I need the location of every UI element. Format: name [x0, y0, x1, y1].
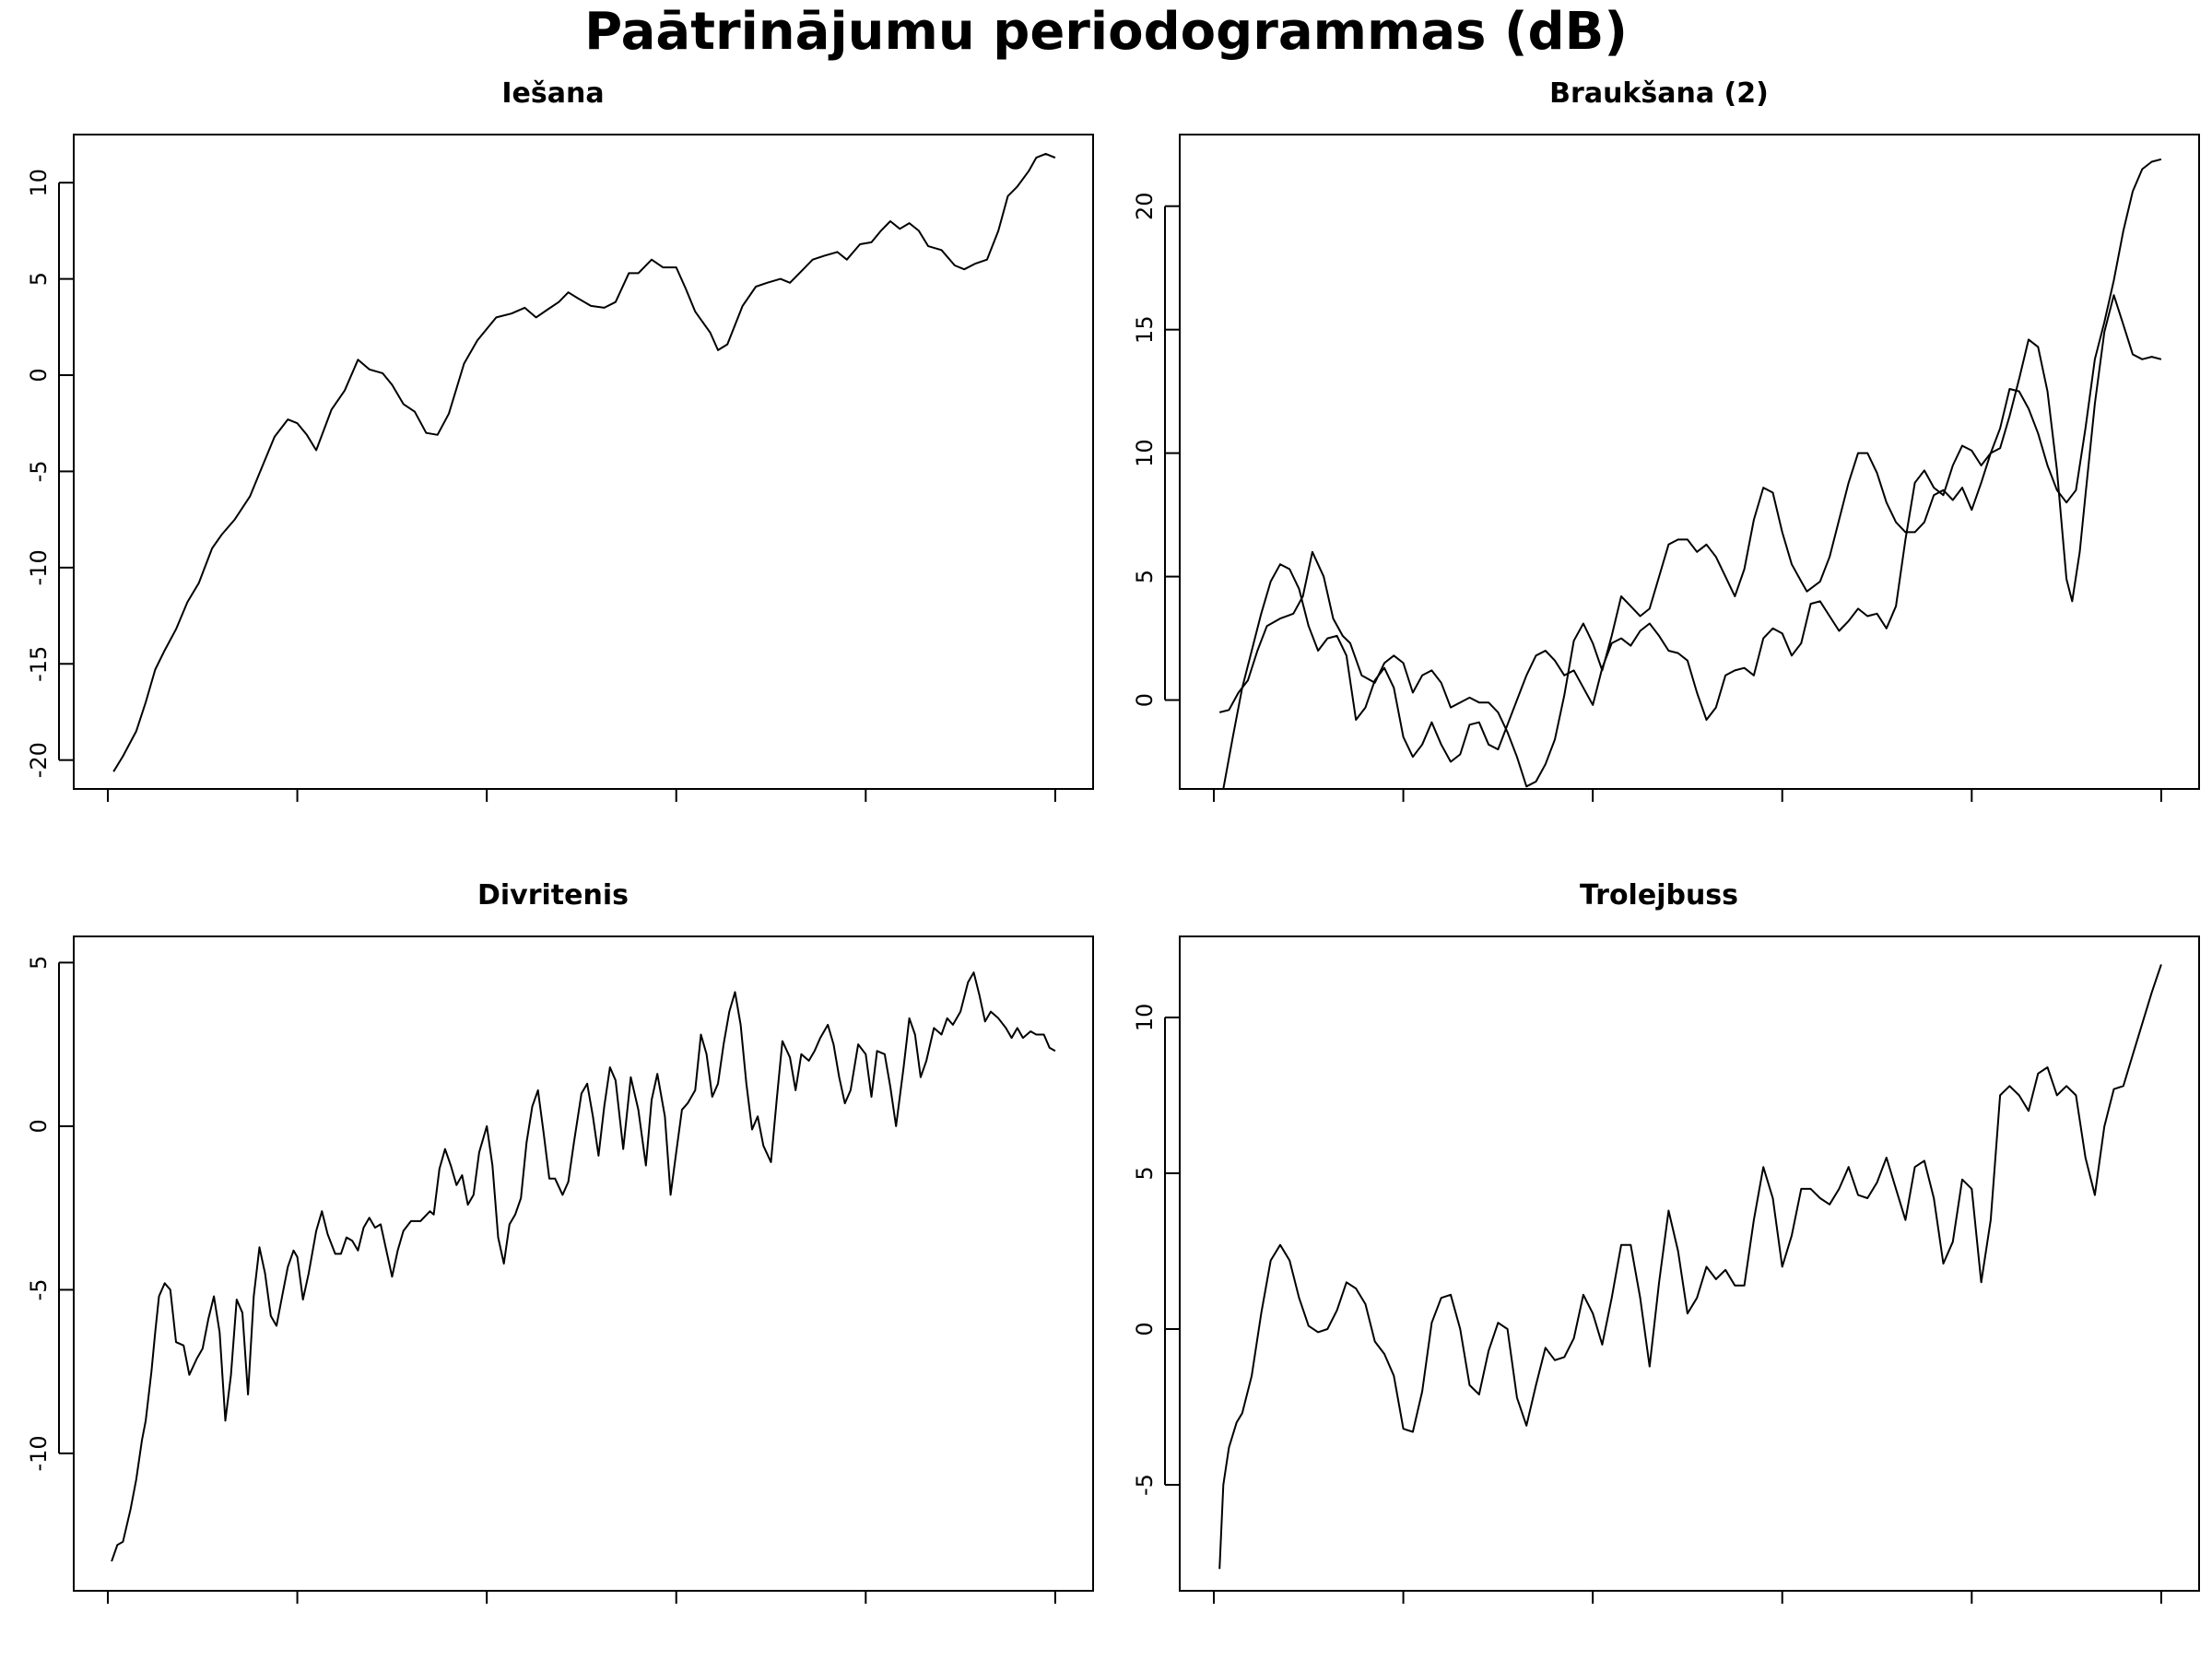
plot-frame [1179, 935, 2200, 1592]
y-tick-label: -5 [26, 460, 52, 482]
panel-title: Divritenis [477, 879, 629, 912]
y-tick-label: 10 [1132, 439, 1158, 467]
series-line-1 [111, 971, 1056, 1562]
y-tick-label: 5 [26, 956, 52, 970]
y-tick-label: 0 [1132, 693, 1158, 707]
y-tick-label: -10 [26, 549, 52, 585]
chart-panel-brauksana: Braukšana (2) 0.00.10.20.30.40.505101520 [1106, 0, 2212, 802]
plot-frame [1179, 134, 2200, 790]
panel-title: Trolejbuss [1579, 879, 1739, 912]
y-tick-label: 10 [1132, 1004, 1158, 1032]
series-line-1 [1218, 964, 2162, 1570]
y-tick-label: -5 [1132, 1474, 1158, 1496]
chart-panel-divritenis: Divritenis 0.00.10.20.30.40.5-10-505 [0, 802, 1106, 1604]
figure-title: Paātrinājumu periodogrammas (dB) [584, 2, 1628, 62]
plot-svg: 0.00.10.20.30.40.5-10-505 [26, 935, 1094, 1604]
y-tick-label: 5 [1132, 1166, 1158, 1180]
plot-frame [73, 935, 1094, 1592]
y-tick-label: 0 [1132, 1322, 1158, 1335]
y-tick-label: 0 [26, 368, 52, 382]
panel-title: Braukšana (2) [1549, 77, 1769, 110]
y-tick-label: 20 [1132, 192, 1158, 220]
y-tick-label: 5 [26, 272, 52, 286]
y-tick-label: -20 [26, 742, 52, 778]
y-tick-label: -15 [26, 646, 52, 682]
series-line-2 [1222, 158, 2162, 789]
y-tick-label: 5 [1132, 570, 1158, 583]
series-line-1 [1218, 294, 2162, 788]
y-tick-label: 0 [26, 1119, 52, 1133]
plot-svg: 0.00.10.20.30.40.505101520 [1132, 134, 2200, 802]
plot-frame [73, 134, 1094, 790]
y-tick-label: 10 [26, 169, 52, 197]
series-line-1 [112, 152, 1056, 772]
y-tick-label: 15 [1132, 315, 1158, 344]
y-tick-label: -5 [26, 1278, 52, 1300]
y-tick-label: -10 [26, 1435, 52, 1471]
panel-title: Iešana [501, 77, 605, 110]
